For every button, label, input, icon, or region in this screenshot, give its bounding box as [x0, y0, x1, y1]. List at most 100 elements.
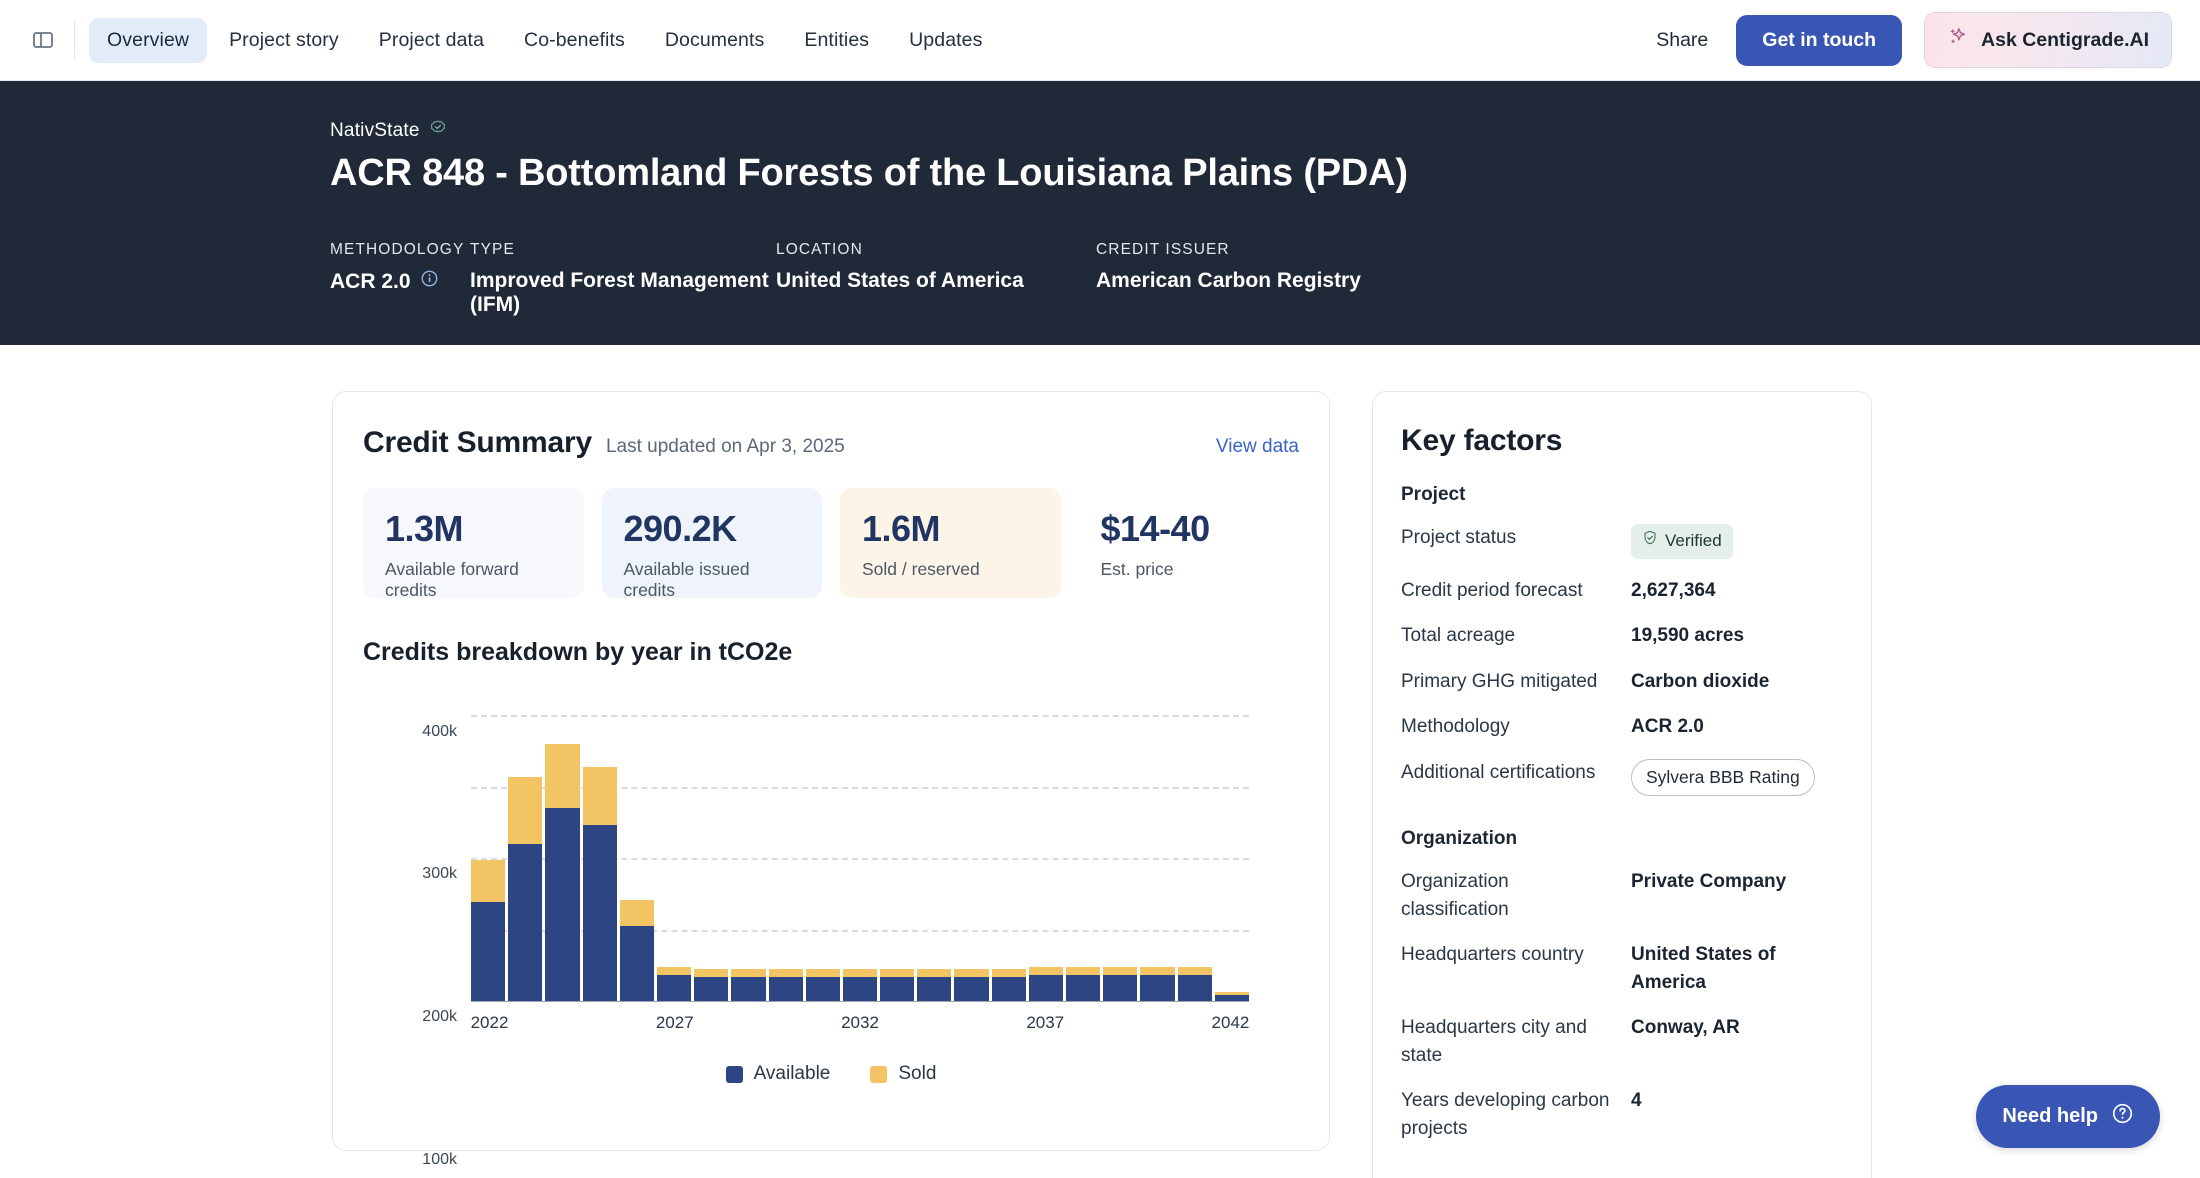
- key-factors-card: Key factors Project Project status Verif…: [1372, 391, 1872, 1178]
- chart-bar-segment-available: [880, 976, 915, 1001]
- key-factor-row-project-status: Project status Verified: [1401, 524, 1843, 559]
- nav-actions: Share Get in touch Ask Centigrade.AI: [1650, 12, 2172, 68]
- chart-bar[interactable]: [1140, 701, 1175, 1001]
- chart-bar-segment-available: [991, 976, 1026, 1001]
- tab-project-data[interactable]: Project data: [378, 28, 485, 51]
- chart-bar[interactable]: [991, 701, 1026, 1001]
- stat-value: $14-40: [1100, 508, 1211, 549]
- chart-bar[interactable]: [619, 701, 654, 1001]
- chart-bar[interactable]: [805, 701, 840, 1001]
- chart-bar[interactable]: [545, 701, 580, 1001]
- chart-bar-segment-sold: [1214, 992, 1249, 995]
- info-icon[interactable]: [420, 269, 439, 294]
- organization-name: NativState: [330, 119, 420, 141]
- credit-summary-last-updated: Last updated on Apr 3, 2025: [605, 436, 845, 457]
- tab-overview[interactable]: Overview: [89, 17, 208, 63]
- key-factor-row-total-acreage: Total acreage 19,590 acres: [1401, 622, 1843, 650]
- chart-bar-segment-available: [917, 976, 952, 1001]
- key-factor-label: Total acreage: [1401, 625, 1516, 647]
- stat-label: Available issued credits: [623, 559, 750, 600]
- sidebar-toggle-icon[interactable]: [28, 25, 58, 55]
- meta-label-credit-issuer: CREDIT ISSUER: [1096, 241, 1230, 258]
- legend-swatch-sold: [870, 1065, 888, 1083]
- chart-bar[interactable]: [880, 701, 915, 1001]
- chart-bar-segment-available: [508, 843, 543, 1001]
- chart-bar-segment-available: [1140, 974, 1175, 1001]
- meta-value-credit-issuer: American Carbon Registry: [1096, 269, 1361, 292]
- chart-bar[interactable]: [1177, 701, 1212, 1001]
- chart-bar[interactable]: [1028, 701, 1063, 1001]
- chart-bar-segment-available: [954, 976, 989, 1001]
- key-factor-row-organization-classification: Organization classification Private Comp…: [1401, 868, 1843, 923]
- chart-gridline: 200k: [422, 858, 1249, 1025]
- key-factor-value: ACR 2.0: [1631, 716, 1704, 738]
- stat-value: 1.6M: [862, 508, 941, 549]
- chart-bar-segment-available: [656, 975, 692, 1001]
- key-factors-section-organization: Organization: [1401, 828, 1518, 850]
- credits-breakdown-chart: 0 100k 200k 300k 400k 2022 2027 2032 2037 2042: [363, 701, 1299, 1168]
- certification-pill: Sylvera BBB Rating: [1631, 758, 1815, 797]
- chart-x-axis-ticks: 2022 2027 2032 2037 2042: [470, 1013, 1250, 1037]
- chart-bar[interactable]: [917, 701, 952, 1001]
- key-factor-value: Conway, AR: [1631, 1017, 1740, 1039]
- stat-label: Sold / reserved: [862, 559, 980, 579]
- chart-bar[interactable]: [768, 701, 803, 1001]
- chart-bar[interactable]: [1066, 701, 1101, 1001]
- chart-x-tick-label: 2037: [1026, 1013, 1065, 1032]
- chart-bar[interactable]: [582, 701, 617, 1001]
- chart-gridline: 300k: [422, 786, 1249, 882]
- chart-bar[interactable]: [954, 701, 989, 1001]
- tab-documents[interactable]: Documents: [664, 28, 765, 51]
- tab-updates[interactable]: Updates: [909, 28, 983, 51]
- chart-bar[interactable]: [731, 701, 766, 1001]
- chart-bar-segment-sold: [1066, 966, 1101, 975]
- chart-plot-area: 0 100k 200k 300k 400k: [422, 701, 1249, 1168]
- meta-type: TYPE Improved Forest Management (IFM): [470, 241, 776, 317]
- legend-item-available[interactable]: Available: [725, 1063, 830, 1085]
- need-help-button[interactable]: Need help: [1976, 1085, 2160, 1148]
- key-factor-value: 2,627,364: [1631, 579, 1716, 601]
- chart-x-tick-label: 2022: [470, 1013, 509, 1032]
- chart-bar-segment-sold: [842, 968, 878, 977]
- chart-bar-segment-available: [1177, 974, 1212, 1001]
- legend-swatch-available: [725, 1065, 743, 1083]
- chart-gridline: 0: [471, 1001, 1249, 1002]
- key-factor-row-credit-period-forecast: Credit period forecast 2,627,364: [1401, 577, 1843, 605]
- chart-y-tick-label: 200k: [422, 1008, 457, 1026]
- tab-project-story[interactable]: Project story: [229, 28, 339, 51]
- chart-bar-segment-sold: [880, 968, 915, 977]
- chart-x-tick-label: 2027: [655, 1013, 694, 1032]
- view-data-link[interactable]: View data: [1215, 436, 1299, 457]
- legend-item-sold[interactable]: Sold: [870, 1063, 936, 1085]
- credit-summary-header: Credit Summary Last updated on Apr 3, 20…: [363, 426, 1299, 460]
- chart-bar[interactable]: [694, 701, 729, 1001]
- chart-y-tick-label: 100k: [422, 1151, 457, 1169]
- share-button[interactable]: Share: [1656, 28, 1709, 51]
- chart-bar[interactable]: [471, 701, 506, 1001]
- ask-centigrade-ai-button[interactable]: Ask Centigrade.AI: [1924, 12, 2172, 68]
- meta-label-methodology: METHODOLOGY: [330, 241, 465, 258]
- key-factor-value: Private Company: [1631, 871, 1787, 893]
- tab-co-benefits[interactable]: Co-benefits: [524, 28, 625, 51]
- get-in-touch-button[interactable]: Get in touch: [1736, 14, 1903, 66]
- key-factor-label: Headquarters country: [1401, 944, 1584, 966]
- chart-bar-segment-sold: [582, 767, 617, 825]
- tab-entities[interactable]: Entities: [804, 28, 870, 51]
- chart-bars: [471, 701, 1249, 1001]
- chart-bar-segment-sold: [545, 743, 580, 809]
- chart-bar[interactable]: [842, 701, 878, 1001]
- chart-legend: Available Sold: [363, 1063, 1299, 1085]
- meta-label-type: TYPE: [470, 241, 515, 258]
- meta-methodology: METHODOLOGY ACR 2.0: [330, 241, 470, 294]
- nav-divider: [74, 21, 75, 59]
- chart-bar-segment-available: [731, 976, 766, 1001]
- chart-bar[interactable]: [1103, 701, 1138, 1001]
- top-navigation-bar: Overview Project story Project data Co-b…: [0, 0, 2200, 81]
- chart-bar[interactable]: [656, 701, 692, 1001]
- chart-bar-segment-sold: [1140, 966, 1175, 975]
- key-factor-label: Additional certifications: [1401, 761, 1596, 783]
- chart-bar[interactable]: [508, 701, 543, 1001]
- chart-bar-segment-available: [582, 824, 617, 1001]
- chart-bar[interactable]: [1214, 701, 1249, 1001]
- question-circle-icon: [2111, 1102, 2134, 1131]
